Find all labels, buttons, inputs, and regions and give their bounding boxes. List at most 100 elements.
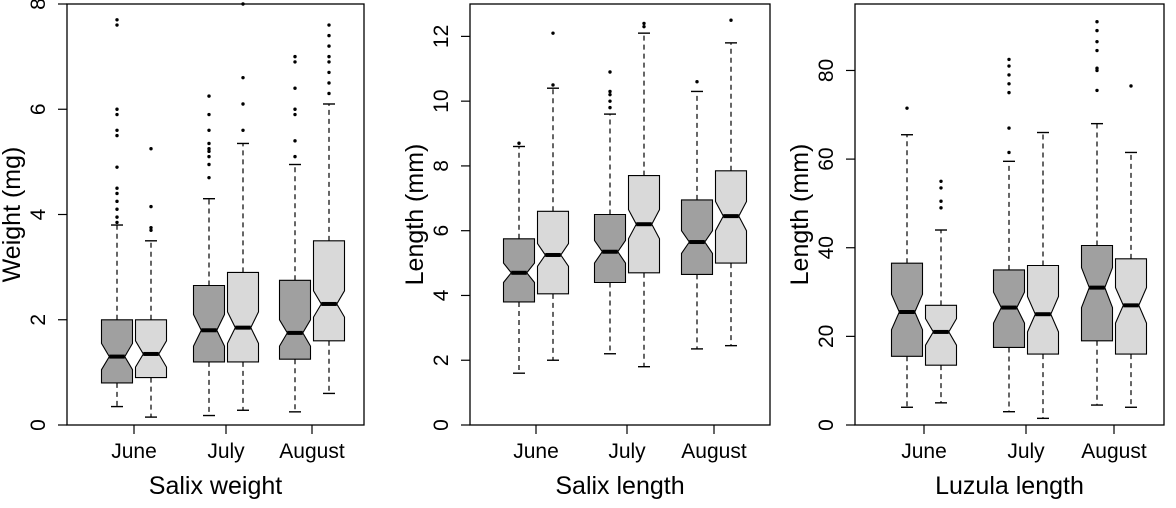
outlier-point — [207, 162, 211, 167]
outlier-point — [1007, 150, 1011, 155]
outlier-point — [608, 105, 612, 110]
x-tick-label: June — [513, 440, 559, 463]
x-tick-label: July — [1007, 440, 1045, 463]
outlier-point — [1095, 20, 1099, 24]
box-light-july — [226, 2, 260, 411]
y-tick-label: 2 — [430, 354, 453, 366]
outlier-point — [1007, 73, 1011, 77]
outlier-point — [1095, 28, 1099, 33]
outlier-point — [115, 107, 119, 111]
box-light-july — [1026, 131, 1060, 420]
box-body — [134, 319, 168, 379]
panel-3: 0 20 40 60 80 June July August Luzula length Leng… — [786, 3, 1165, 500]
outlier-point — [905, 106, 909, 110]
outlier-point — [115, 18, 119, 22]
y-tick-label: 4 — [430, 289, 453, 301]
outlier-point — [115, 186, 119, 190]
box-dark-august — [278, 54, 312, 413]
box-light-august — [1114, 84, 1148, 408]
outlier-point — [1129, 84, 1133, 88]
x-tick-label: August — [279, 440, 345, 463]
x-tick-label: June — [901, 440, 947, 463]
outlier-point — [327, 91, 331, 96]
x-axis-title: Salix weight — [149, 472, 282, 500]
outlier-point — [939, 186, 943, 190]
box-body — [536, 210, 570, 295]
outlier-point — [149, 204, 153, 209]
outlier-point — [608, 89, 612, 94]
outlier-point — [207, 112, 211, 117]
outlier-point — [293, 54, 297, 59]
y-axis-title: Weight (mg) — [0, 147, 26, 283]
outlier-point — [327, 81, 331, 85]
outlier-point — [293, 60, 297, 64]
box-light-august — [312, 23, 346, 395]
box-body — [890, 262, 924, 357]
box-dark-july — [992, 57, 1026, 413]
y-tick-label: 2 — [27, 314, 50, 326]
box-dark-june — [100, 18, 134, 408]
outlier-point — [327, 54, 331, 59]
outlier-point — [327, 70, 331, 75]
y-tick-label: 40 — [815, 236, 838, 259]
x-tick-label: August — [1081, 440, 1147, 463]
outlier-point — [241, 102, 245, 106]
y-tick-label: 6 — [430, 225, 453, 237]
outlier-point — [293, 154, 297, 159]
outlier-point — [939, 179, 943, 183]
outlier-point — [115, 23, 119, 27]
outlier-point — [327, 33, 331, 38]
box-body — [593, 213, 627, 284]
outlier-point — [207, 149, 211, 154]
y-tick-label: 0 — [27, 419, 50, 431]
outlier-point — [115, 128, 119, 132]
outlier-point — [115, 220, 119, 225]
outlier-point — [293, 107, 297, 111]
outlier-point — [115, 191, 119, 196]
y-tick-label: 0 — [815, 419, 838, 431]
box-body — [100, 319, 134, 384]
x-tick-label: June — [111, 440, 157, 463]
outlier-point — [1095, 66, 1099, 70]
outlier-point — [293, 112, 297, 117]
outlier-point — [327, 60, 331, 64]
box-dark-july — [593, 70, 627, 355]
outlier-point — [115, 199, 119, 204]
outlier-point — [115, 112, 119, 117]
y-tick-label: 60 — [815, 147, 838, 170]
y-axis-title: Length (mm) — [786, 144, 814, 286]
outlier-point — [115, 165, 119, 169]
outlier-point — [642, 24, 646, 29]
outlier-point — [1007, 82, 1011, 86]
x-axis-title: Luzula length — [935, 472, 1084, 500]
y-tick-label: 12 — [430, 25, 453, 48]
outlier-point — [149, 147, 153, 151]
outlier-point — [517, 141, 521, 145]
y-tick-label: 10 — [430, 89, 453, 112]
outlier-point — [327, 44, 331, 48]
y-tick-label: 8 — [430, 160, 453, 172]
outlier-point — [642, 21, 646, 26]
box-dark-july — [192, 94, 226, 417]
outlier-point — [608, 70, 612, 74]
box-body — [502, 238, 536, 303]
box-body — [192, 284, 226, 363]
outlier-point — [1007, 90, 1011, 95]
outlier-point — [1007, 57, 1011, 62]
outlier-point — [241, 2, 245, 6]
box-light-august — [714, 18, 748, 347]
outlier-point — [1095, 48, 1099, 53]
box-dark-june — [890, 106, 924, 408]
y-tick-label: 80 — [815, 59, 838, 82]
outlier-point — [149, 225, 153, 230]
box-dark-june — [502, 141, 536, 374]
x-tick-label: July — [207, 440, 245, 463]
box-light-july — [627, 21, 661, 368]
outlier-point — [1007, 126, 1011, 130]
outlier-point — [939, 206, 943, 210]
outlier-point — [608, 99, 612, 103]
y-tick-label: 0 — [430, 419, 453, 431]
box-body — [312, 240, 346, 342]
